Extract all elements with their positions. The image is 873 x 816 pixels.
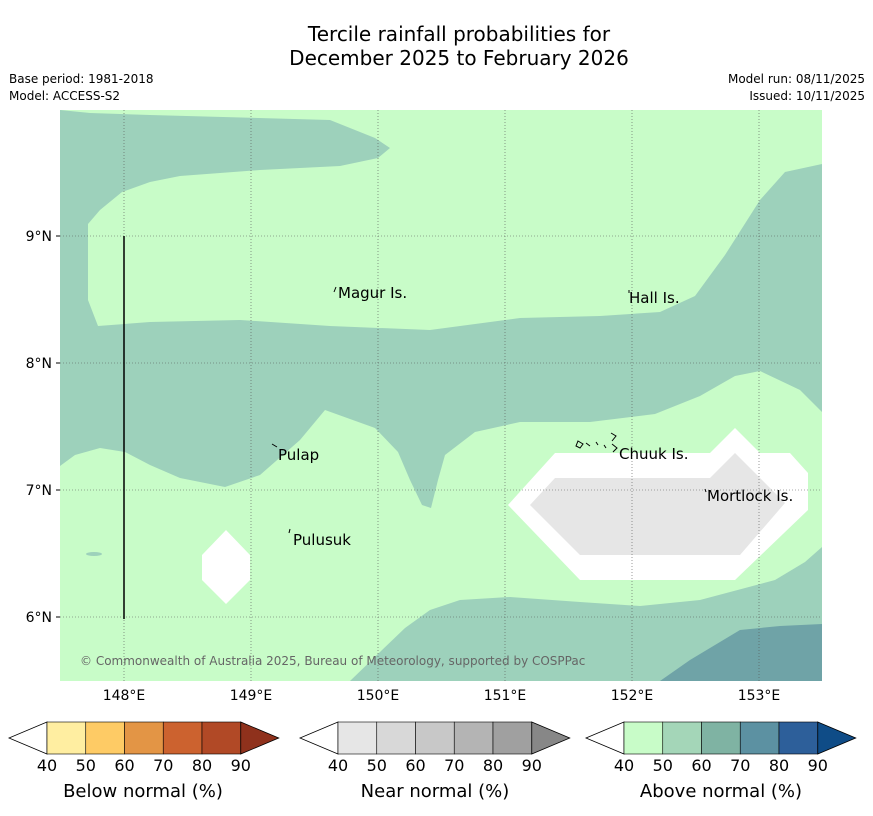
copyright-text: © Commonwealth of Australia 2025, Bureau… bbox=[80, 654, 585, 668]
lon-tick-149e: 149°E bbox=[230, 688, 273, 704]
chart-title: Tercile rainfall probabilities for Decem… bbox=[0, 22, 873, 70]
colorbar-near-tick: 80 bbox=[483, 756, 503, 775]
label-pulusuk: Pulusuk bbox=[293, 531, 351, 549]
model-run: Model run: 08/11/2025 bbox=[727, 72, 865, 86]
colorbar-below-segment bbox=[124, 721, 164, 755]
label-chuuk: Chuuk Is. bbox=[619, 445, 688, 463]
colorbar-above-tick: 70 bbox=[730, 756, 750, 775]
colorbar-above: 40 50 60 70 80 90 bbox=[584, 721, 857, 775]
colorbar-near-segment bbox=[337, 721, 378, 755]
title-line-1: Tercile rainfall probabilities for bbox=[307, 22, 611, 46]
colorbar-near-segment bbox=[415, 721, 455, 755]
base-period: Base period: 1981-2018 bbox=[9, 72, 154, 86]
label-hall: Hall Is. bbox=[629, 289, 680, 307]
colorbar-below-tick: 40 bbox=[37, 756, 57, 775]
colorbar-above-tick: 40 bbox=[614, 756, 634, 775]
lon-tick-150e: 150°E bbox=[357, 688, 400, 704]
meta-right: Model run: 08/11/2025 Issued: 10/11/2025 bbox=[728, 71, 865, 105]
colorbar-near-segment bbox=[376, 721, 416, 755]
colorbar-below-high-extend bbox=[240, 721, 280, 755]
above-40-region-south bbox=[60, 371, 822, 681]
small-patch-west bbox=[86, 552, 102, 556]
colorbar-label-near: Near normal (%) bbox=[360, 781, 510, 802]
label-mortlock: Mortlock Is. bbox=[707, 487, 793, 505]
colorbar-near: 40 50 60 70 80 90 bbox=[298, 721, 571, 775]
colorbar-near-tick: 60 bbox=[405, 756, 425, 775]
colorbar-above-segment bbox=[778, 721, 819, 755]
lon-tick-152e: 152°E bbox=[611, 688, 654, 704]
colorbar-above-tick: 90 bbox=[808, 756, 828, 775]
colorbar-above-segment bbox=[662, 721, 702, 755]
colorbar-near-tick: 50 bbox=[367, 756, 387, 775]
map-area: Magur Is. Hall Is. Pulap Chuuk Is. Mortl… bbox=[60, 110, 822, 681]
colorbar-above-tick: 60 bbox=[691, 756, 711, 775]
colorbar-near-segment bbox=[492, 721, 533, 755]
colorbar-near-tick: 40 bbox=[328, 756, 348, 775]
meta-left: Base period: 1981-2018 Model: ACCESS-S2 bbox=[9, 71, 154, 105]
lon-tick-153e: 153°E bbox=[738, 688, 781, 704]
colorbar-below-low-extend bbox=[7, 721, 48, 755]
colorbar-below-tick: 70 bbox=[153, 756, 173, 775]
mortlock-island-shape bbox=[704, 488, 707, 493]
colorbar-below-tick: 50 bbox=[76, 756, 96, 775]
lon-tick-148e: 148°E bbox=[103, 688, 146, 704]
label-magur: Magur Is. bbox=[338, 284, 407, 302]
colorbar-near-tick: 90 bbox=[522, 756, 542, 775]
colorbar-above-tick: 80 bbox=[769, 756, 789, 775]
title-line-2: December 2025 to February 2026 bbox=[289, 46, 629, 70]
chuuk-island-shapes bbox=[575, 432, 618, 453]
colorbar-below-segment bbox=[46, 721, 87, 755]
colorbar-near-low-extend bbox=[298, 721, 339, 755]
colorbar-near-segment bbox=[453, 721, 494, 755]
colorbar-below-segment bbox=[85, 721, 125, 755]
white-patch-west bbox=[202, 530, 250, 604]
colorbar-below-segment bbox=[162, 721, 203, 755]
colorbar-below: 40 50 60 70 80 90 bbox=[7, 721, 280, 775]
pulusuk-island-shape bbox=[288, 528, 291, 534]
colorbar-above-segment bbox=[623, 721, 664, 755]
colorbar-near-high-extend bbox=[531, 721, 571, 755]
lat-tick-9n: 9°N bbox=[26, 229, 52, 245]
lat-tick-8n: 8°N bbox=[26, 356, 52, 372]
colorbars: 40 50 60 70 80 90 40 50 60 70 80 90 40 50 60 70 80 90 bbox=[7, 721, 857, 775]
lat-tick-6n: 6°N bbox=[26, 610, 52, 626]
lat-tick-7n: 7°N bbox=[26, 483, 52, 499]
model-name: Model: ACCESS-S2 bbox=[9, 89, 121, 103]
issued-date: Issued: 10/11/2025 bbox=[749, 89, 865, 103]
colorbar-below-tick: 60 bbox=[114, 756, 134, 775]
colorbar-near-tick: 70 bbox=[444, 756, 464, 775]
colorbar-above-high-extend bbox=[817, 721, 857, 755]
magur-island-shape bbox=[333, 286, 337, 293]
above-40-region-north bbox=[60, 110, 822, 330]
axis-ticks bbox=[56, 235, 60, 618]
lon-tick-151e: 151°E bbox=[484, 688, 527, 704]
colorbar-label-above: Above normal (%) bbox=[639, 781, 803, 802]
label-pulap: Pulap bbox=[278, 446, 319, 464]
colorbar-label-below: Below normal (%) bbox=[63, 781, 223, 802]
colorbar-below-tick: 80 bbox=[192, 756, 212, 775]
colorbar-above-low-extend bbox=[584, 721, 625, 755]
island-shapes bbox=[271, 286, 707, 534]
pulap-island-shape bbox=[271, 443, 278, 448]
colorbar-above-segment bbox=[739, 721, 780, 755]
near-normal-region bbox=[530, 453, 785, 555]
colorbar-above-tick: 50 bbox=[653, 756, 673, 775]
colorbar-below-tick: 90 bbox=[231, 756, 251, 775]
above-60-region bbox=[660, 624, 822, 681]
colorbar-below-segment bbox=[201, 721, 242, 755]
colorbar-above-segment bbox=[701, 721, 741, 755]
